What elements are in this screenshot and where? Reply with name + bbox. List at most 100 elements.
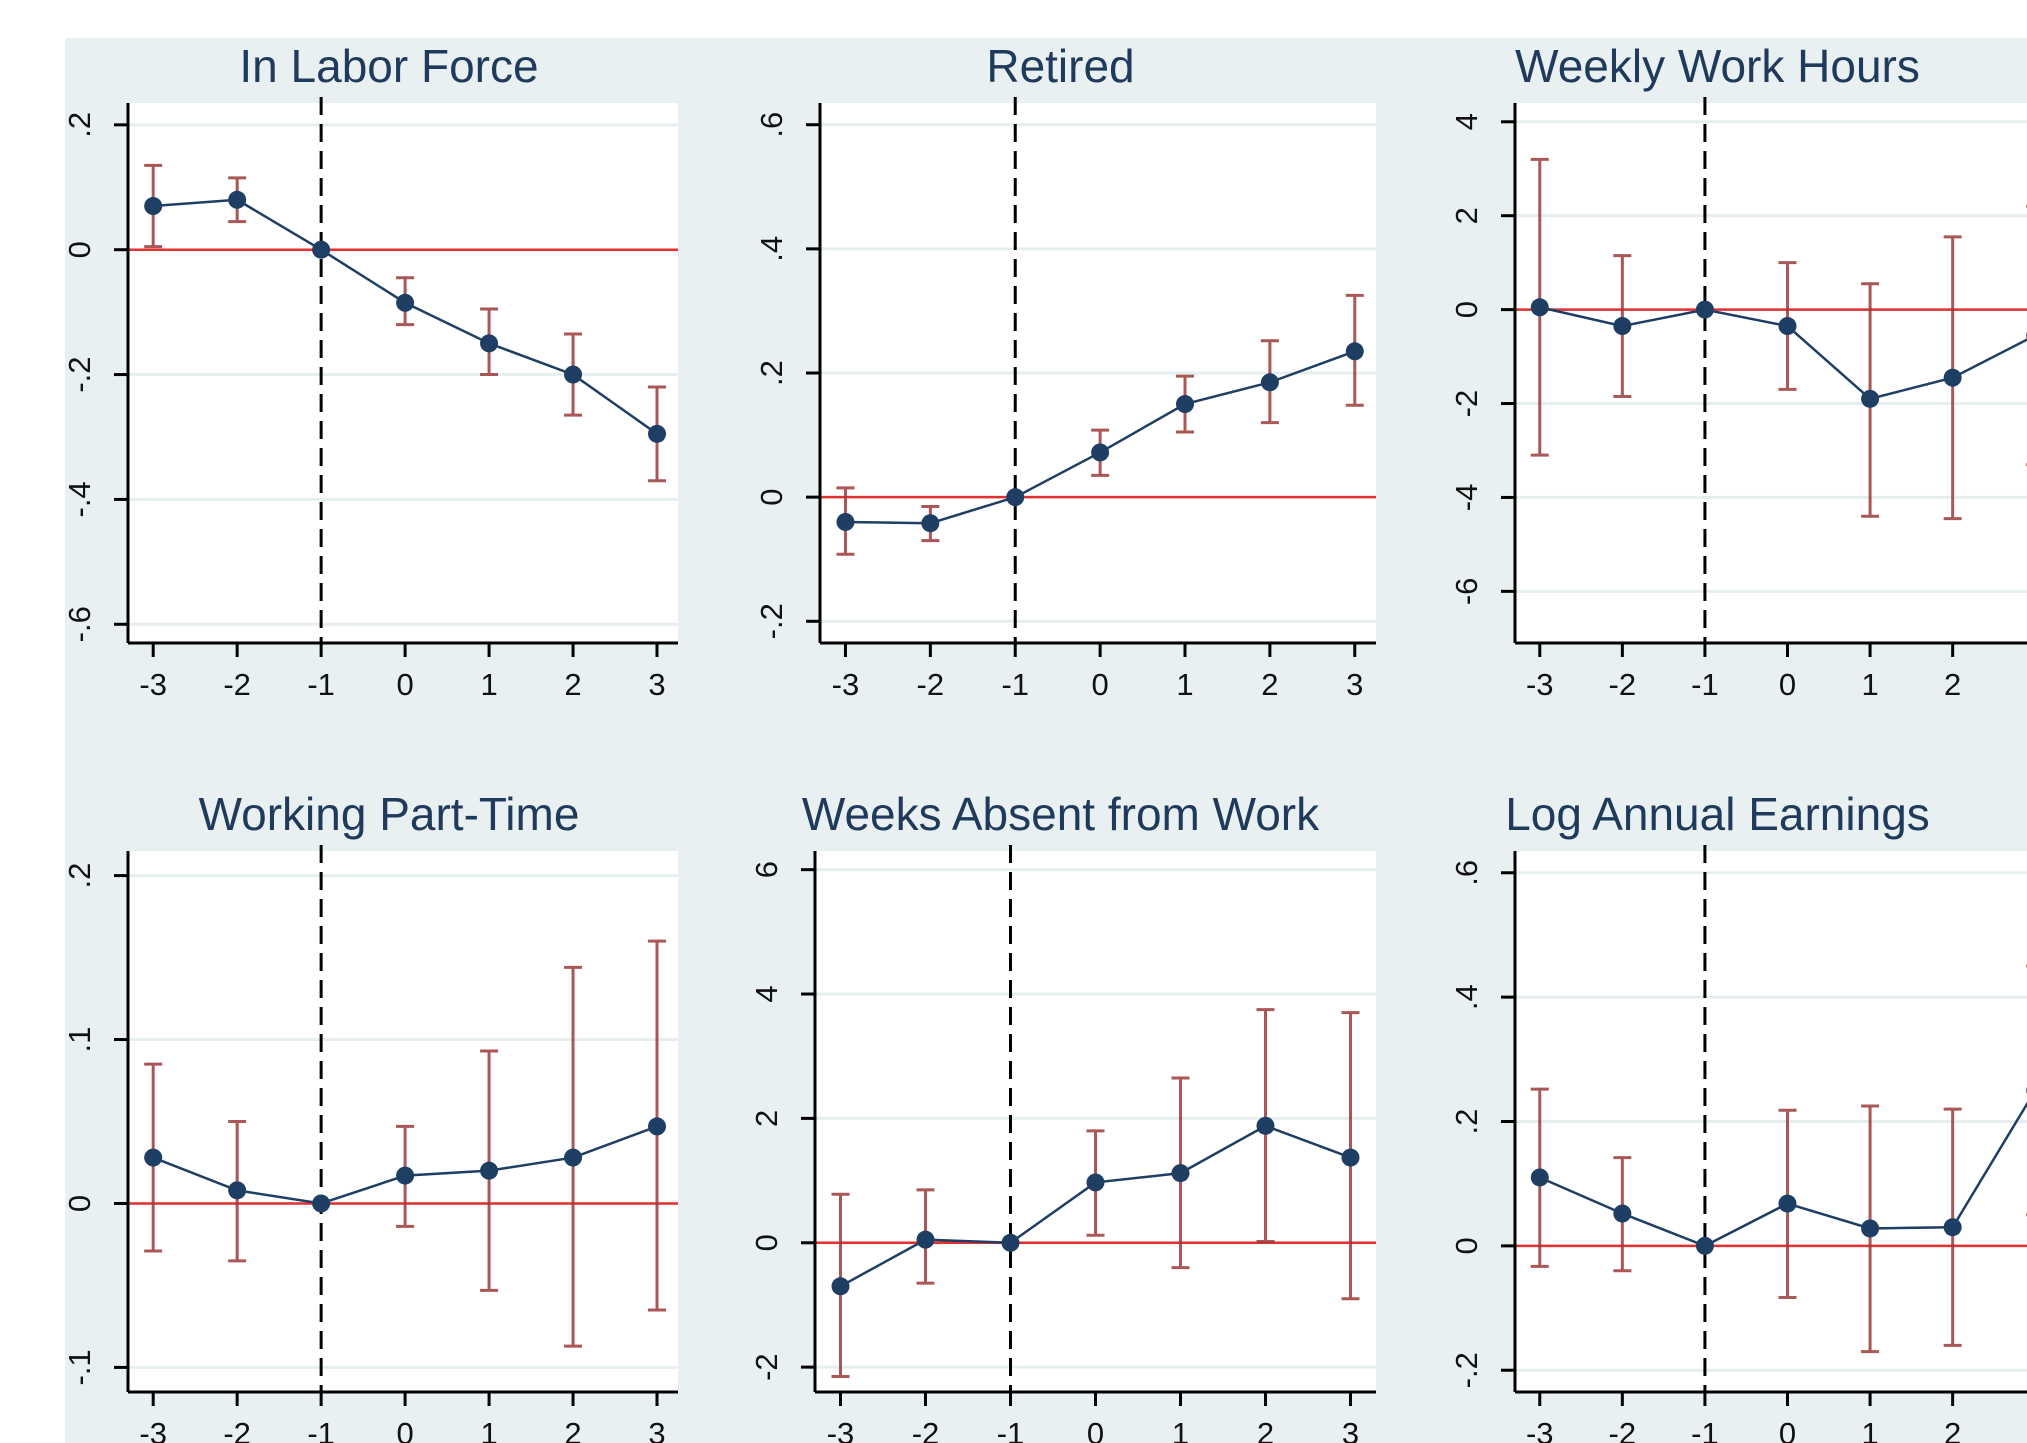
x-tick-label: 0 — [1087, 1416, 1104, 1443]
data-point — [564, 1148, 583, 1167]
x-tick-label: -2 — [917, 667, 945, 702]
plot-area — [128, 851, 678, 1392]
y-tick-label: .6 — [754, 112, 789, 138]
x-tick-label: -3 — [139, 1416, 167, 1443]
y-tick-label: .4 — [754, 236, 789, 262]
data-point — [1530, 298, 1549, 317]
x-tick-label: 2 — [1257, 1416, 1274, 1443]
data-point — [1861, 389, 1880, 408]
y-tick-label: .1 — [62, 1027, 97, 1053]
y-tick-label: -6 — [1449, 578, 1484, 606]
y-tick-label: -.2 — [1449, 1352, 1484, 1388]
chart-panel: In Labor Force .2 0 -.2 -.4 -.6 -3 -2 -1 0 1 2 3 — [62, 40, 678, 702]
y-tick-label: 4 — [1449, 113, 1484, 130]
x-tick-label: -1 — [997, 1416, 1025, 1443]
data-point — [1171, 1164, 1190, 1183]
y-tick-label: 0 — [1449, 301, 1484, 318]
data-point — [1778, 317, 1797, 336]
y-tick-label: .4 — [1449, 984, 1484, 1010]
data-point — [144, 197, 163, 216]
data-point — [1861, 1219, 1880, 1238]
data-point — [1778, 1194, 1797, 1213]
x-tick-label: -3 — [1526, 667, 1554, 702]
data-point — [836, 512, 855, 531]
x-tick-label: 2 — [1944, 667, 1961, 702]
x-tick-label: -1 — [1001, 667, 1029, 702]
x-tick-label: 0 — [396, 1416, 413, 1443]
panel-title: Working Part-Time — [199, 788, 580, 840]
data-point — [480, 334, 499, 353]
x-tick-label: 2 — [1944, 1416, 1961, 1443]
data-point — [144, 1148, 163, 1167]
x-tick-label: -2 — [912, 1416, 940, 1443]
y-tick-label: -.1 — [62, 1349, 97, 1385]
data-point — [1086, 1173, 1105, 1192]
x-tick-label: -2 — [223, 1416, 251, 1443]
plot-area — [128, 103, 678, 643]
data-point — [1345, 342, 1364, 361]
panels: In Labor Force.20-.2-.4-.6-3 -2 -1 0 1 2 3Reti… — [62, 40, 2027, 1443]
y-tick-label: -.2 — [754, 603, 789, 639]
data-point — [648, 424, 667, 443]
x-tick-label: 2 — [564, 1416, 581, 1443]
x-tick-label: -1 — [1691, 667, 1719, 702]
data-point — [648, 1117, 667, 1136]
x-tick-label: 0 — [1779, 1416, 1796, 1443]
x-tick-label: 0 — [396, 667, 413, 702]
x-tick-label: -2 — [223, 667, 251, 702]
x-tick-label: 0 — [1779, 667, 1796, 702]
data-point — [1001, 1233, 1020, 1252]
data-point — [921, 514, 940, 533]
x-tick-label: 2 — [564, 667, 581, 702]
data-point — [312, 240, 331, 259]
data-point — [1341, 1148, 1360, 1167]
y-tick-label: -2 — [749, 1353, 784, 1381]
data-point — [228, 1181, 247, 1200]
data-point — [1091, 443, 1110, 462]
y-tick-label: 0 — [62, 241, 97, 258]
x-tick-label: 0 — [1091, 667, 1108, 702]
x-tick-label: -1 — [307, 667, 335, 702]
x-tick-label: 1 — [480, 667, 497, 702]
x-tick-label: -1 — [307, 1416, 335, 1443]
panel-title: Retired — [986, 40, 1134, 92]
chart-panel: Retired .6 .4 .2 0 -.2 -3 -2 -1 0 1 2 3 — [754, 40, 1376, 702]
x-tick-label: -3 — [139, 667, 167, 702]
x-tick-label: 3 — [1342, 1416, 1359, 1443]
x-tick-label: 2 — [1261, 667, 1278, 702]
data-point — [1530, 1168, 1549, 1187]
panel-title: Log Annual Earnings — [1505, 788, 1930, 840]
plot-area — [815, 851, 1376, 1392]
x-tick-label: 1 — [1861, 1416, 1878, 1443]
data-point — [1695, 300, 1714, 319]
data-point — [228, 190, 247, 209]
y-tick-label: 6 — [749, 861, 784, 878]
data-point — [480, 1161, 499, 1180]
y-tick-label: .2 — [62, 863, 97, 889]
y-tick-label: 0 — [62, 1195, 97, 1212]
chart-panel: Weeks Absent from Work 6 4 2 0 -2 -3 -2 -1 0 1 2 3 — [749, 788, 1376, 1443]
x-tick-label: -2 — [1609, 1416, 1637, 1443]
y-tick-label: -2 — [1449, 390, 1484, 418]
data-point — [564, 365, 583, 384]
data-point — [1006, 488, 1025, 507]
data-point — [1613, 317, 1632, 336]
y-tick-label: 4 — [749, 985, 784, 1002]
y-tick-label: .2 — [62, 112, 97, 138]
y-tick-label: -.2 — [62, 356, 97, 392]
x-tick-label: 3 — [648, 667, 665, 702]
x-tick-label: -3 — [827, 1416, 855, 1443]
x-tick-label: -3 — [832, 667, 860, 702]
y-tick-label: 2 — [749, 1110, 784, 1127]
y-tick-label: .2 — [754, 360, 789, 386]
x-tick-label: 1 — [480, 1416, 497, 1443]
y-tick-label: .2 — [1449, 1109, 1484, 1135]
data-point — [396, 293, 415, 312]
panel-title: In Labor Force — [239, 40, 538, 92]
y-tick-label: -.4 — [62, 481, 97, 517]
chart-panel: Working Part-Time .2 .1 0 -.1 -3 -2 -1 0 1 2 3 — [62, 788, 678, 1443]
y-tick-label: 0 — [754, 489, 789, 506]
panel-title: Weekly Work Hours — [1515, 40, 1920, 92]
